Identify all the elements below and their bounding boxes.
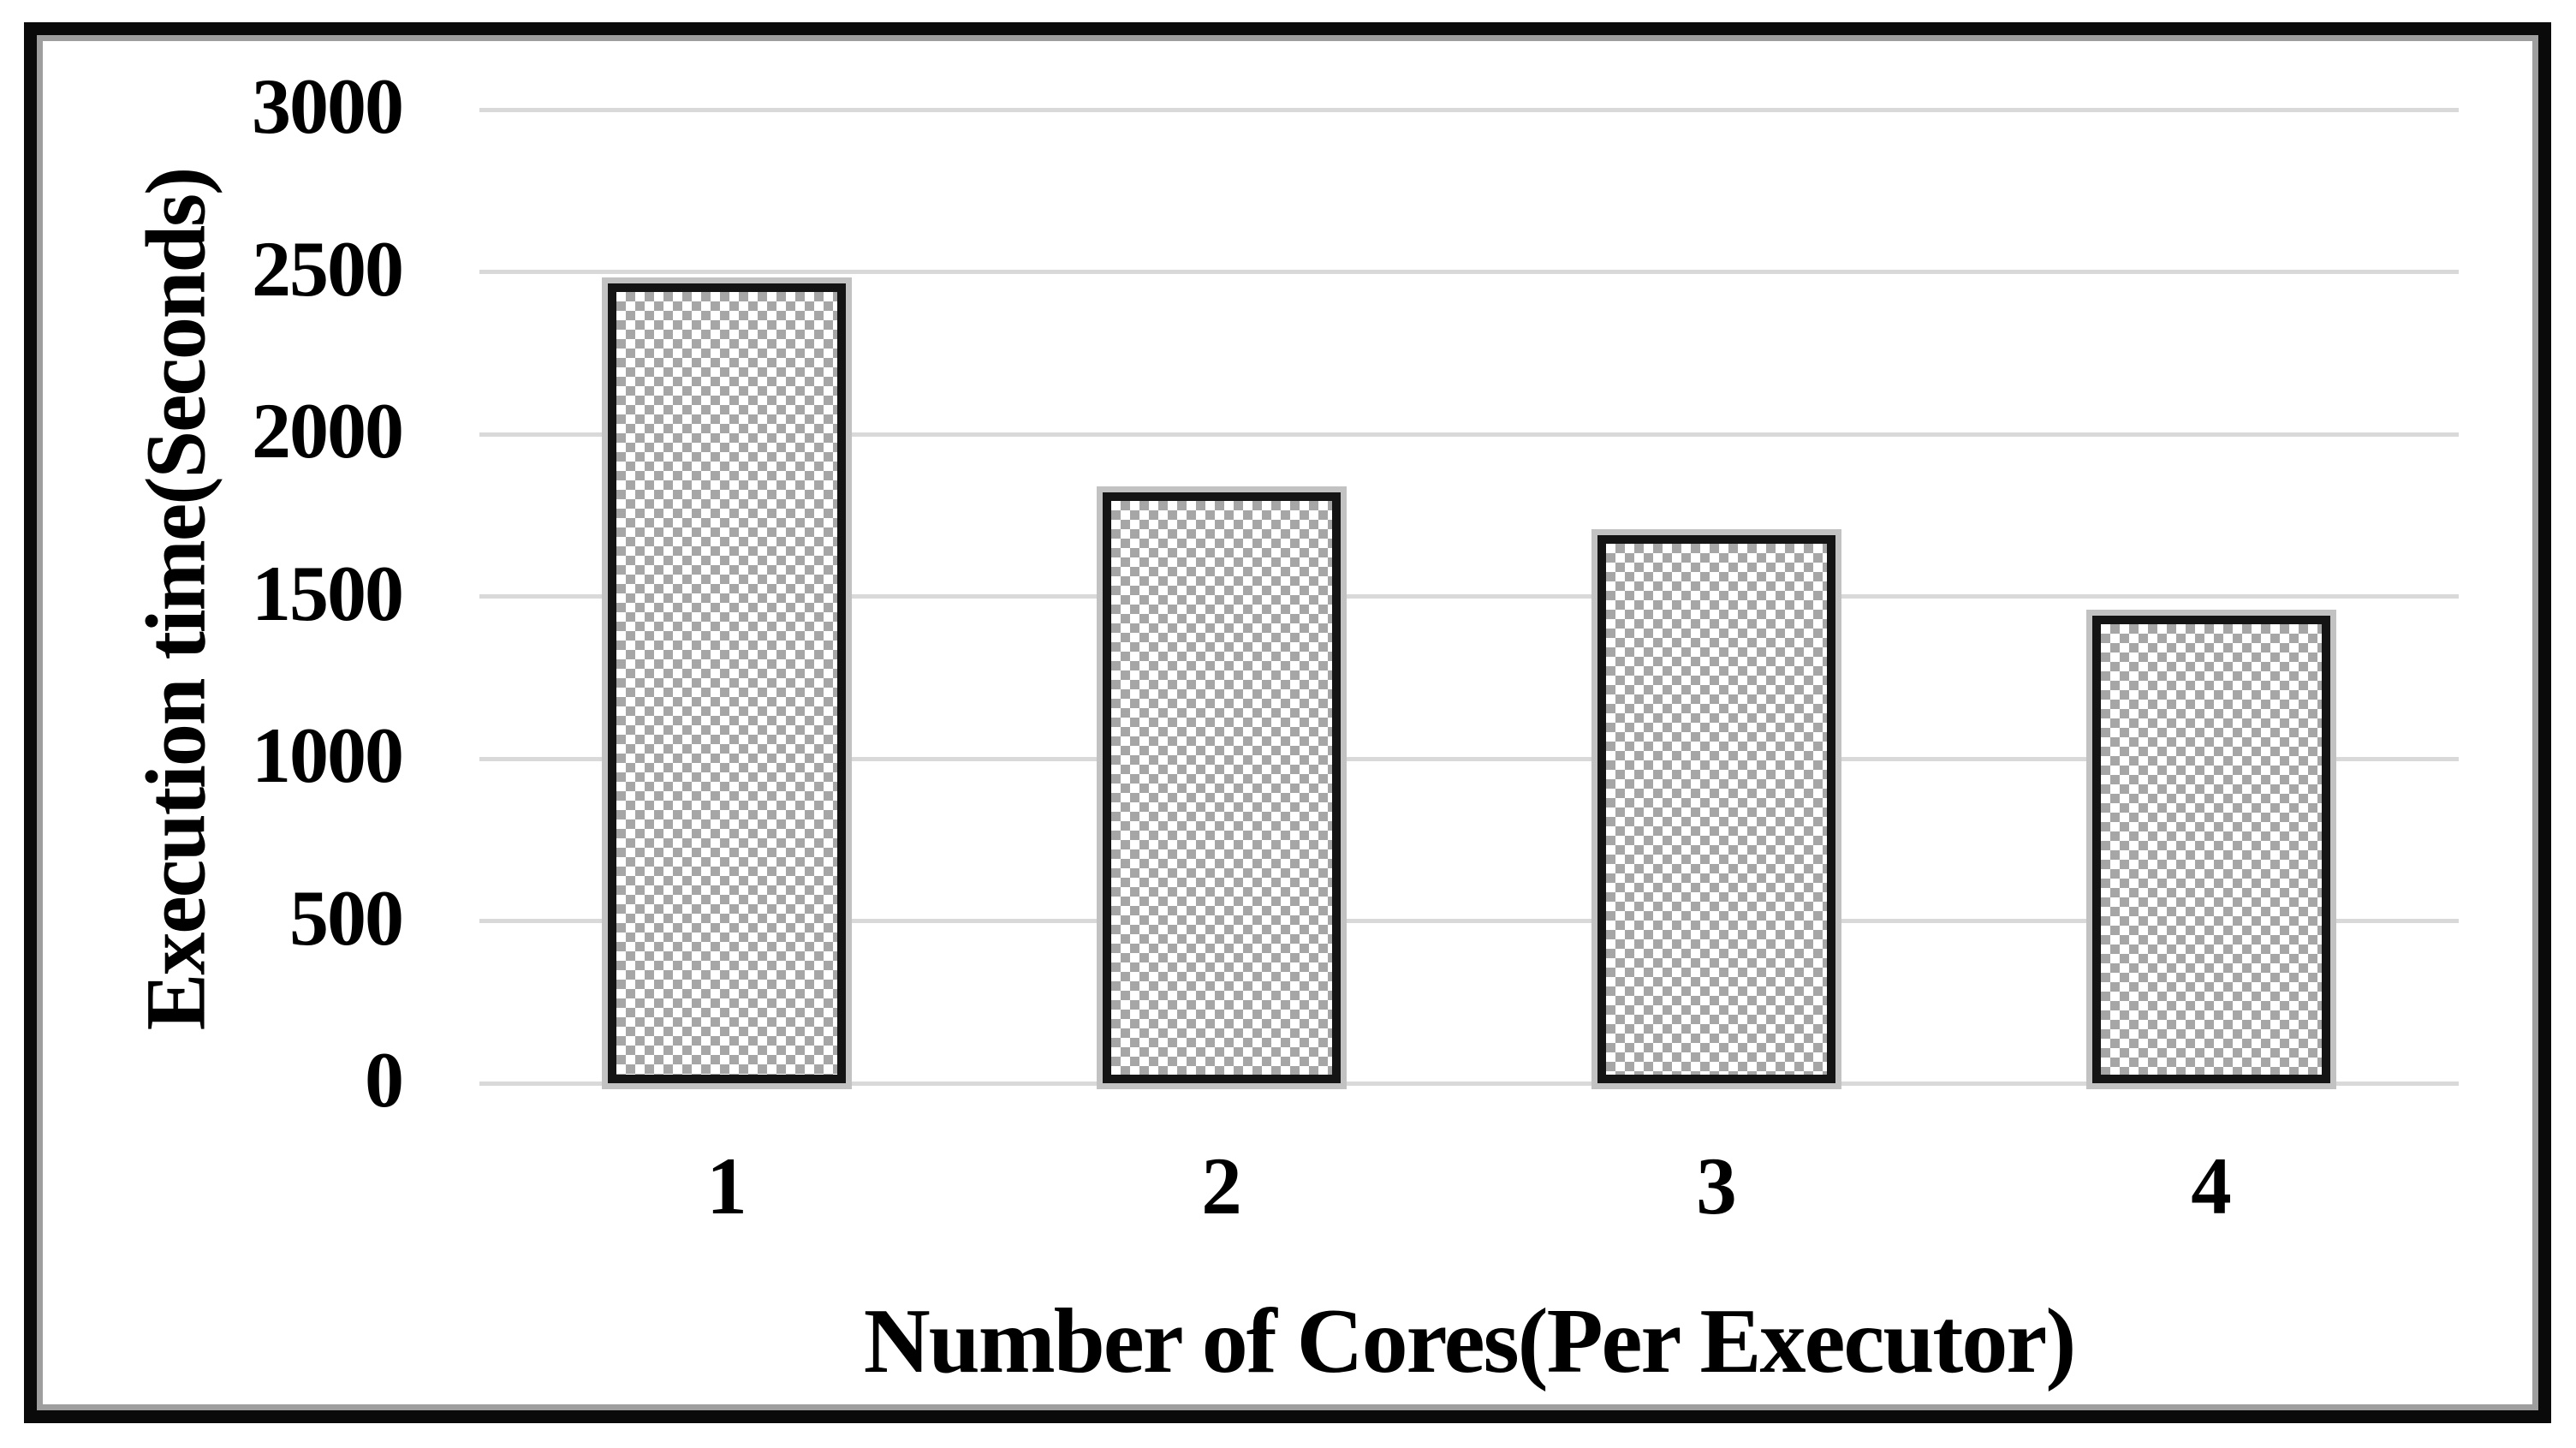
x-tick-label: 2 [1201, 1141, 1242, 1231]
bar-cores-4 [2092, 616, 2330, 1083]
x-tick-label: 3 [1696, 1141, 1737, 1231]
x-tick-label: 1 [706, 1141, 747, 1231]
gridline [479, 594, 2459, 599]
bar-cores-2 [1103, 492, 1341, 1083]
x-tick-label: 4 [2191, 1141, 2232, 1231]
gridline [479, 270, 2459, 274]
y-tick-label: 0 [365, 1035, 404, 1123]
bar-cores-1 [608, 283, 846, 1083]
gridline [479, 919, 2459, 923]
y-tick-label: 3000 [252, 62, 404, 150]
y-tick-label: 2000 [252, 386, 404, 474]
plot-area [479, 107, 2459, 1086]
x-axis-title: Number of Cores(Per Executor) [863, 1290, 2077, 1392]
gridline [479, 432, 2459, 437]
x-axis-tick-labels: 1 2 3 4 [479, 1139, 2459, 1250]
y-tick-label: 1500 [252, 549, 404, 637]
y-tick-label: 1000 [252, 711, 404, 799]
y-axis-tick-labels: 0 500 1000 1500 2000 2500 3000 [0, 63, 404, 1123]
gridline [479, 1081, 2459, 1086]
y-tick-label: 2500 [252, 224, 404, 313]
gridline [479, 107, 2459, 112]
y-tick-label: 500 [289, 873, 404, 962]
figure-frame [24, 22, 2551, 1423]
bar-cores-3 [1597, 534, 1835, 1083]
gridline [479, 756, 2459, 761]
